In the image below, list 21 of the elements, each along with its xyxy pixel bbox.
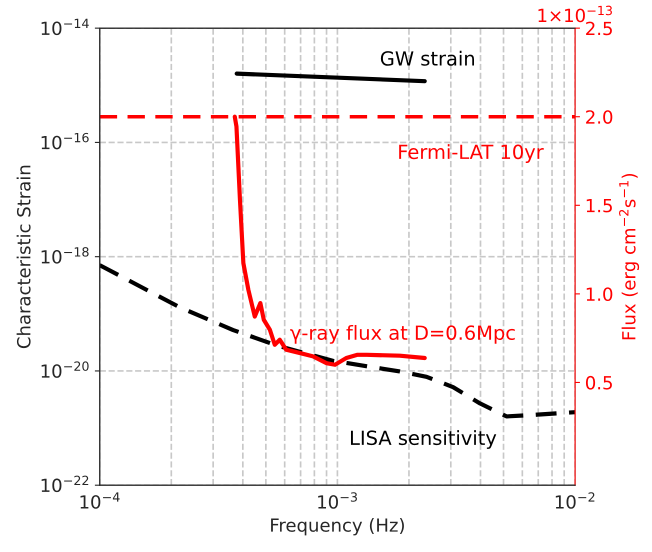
y-tick-label: 10$^{−20}$ [42, 361, 89, 378]
x-tick-label: 10$^{−4}$ [80, 492, 120, 509]
y2-tick-label: 2.0 [586, 110, 612, 124]
x-tick-label: 10$^{−3}$ [318, 492, 357, 509]
series-label: γ-ray flux at D=0.6Mpc [290, 324, 515, 344]
series-label: LISA sensitivity [350, 430, 496, 449]
y2-axis-title: Flux (erg cm$^{−2}$s$^{−1}$) [619, 174, 640, 340]
y2-tick-label: 1.5 [586, 199, 612, 212]
y-tick-label: 10$^{−22}$ [42, 476, 88, 492]
y2-tick-label: 0.5 [586, 376, 612, 390]
x-tick-label: 10$^{−2}$ [556, 492, 594, 509]
y2-tick-label: 2.5 [586, 22, 612, 36]
x-axis-title: Frequency (Hz) [271, 518, 404, 536]
text: 1×10$^{−13}$ [538, 6, 612, 22]
y-axis-title: Characteristic Strain [16, 166, 31, 348]
y-tick-label: 10$^{−14}$ [42, 18, 89, 36]
y2-tick-label: 1.0 [586, 287, 612, 301]
y-tick-label: 10$^{−16}$ [42, 132, 89, 150]
y-tick-label: 10$^{−18}$ [42, 247, 89, 264]
ref-line-label: Fermi-LAT 10yr [399, 144, 544, 163]
series-label: GW strain [380, 50, 474, 66]
